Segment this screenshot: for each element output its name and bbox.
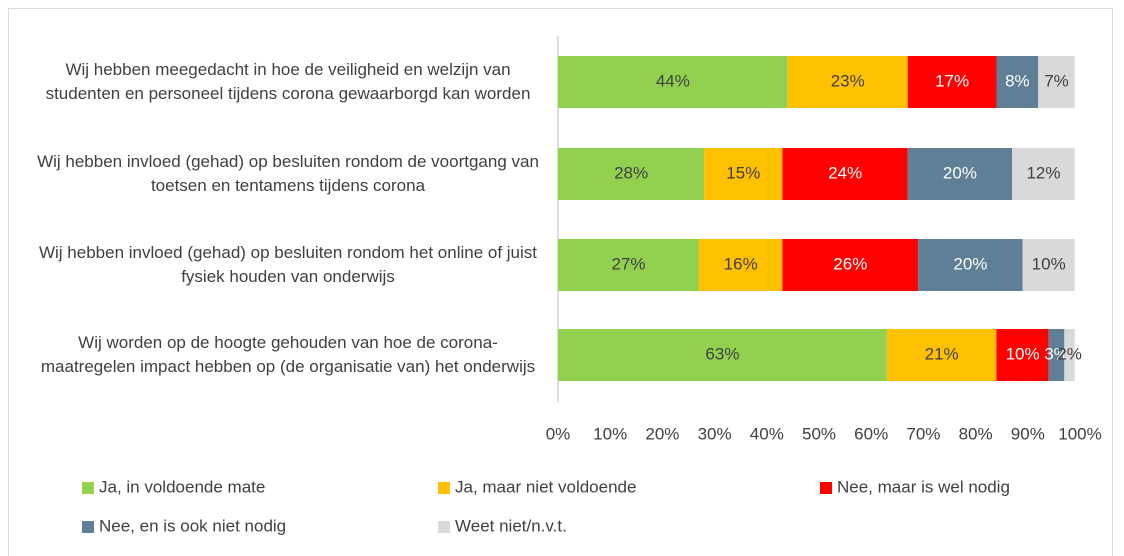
bar-segment [782, 239, 919, 291]
data-label: 28% [614, 163, 648, 182]
data-label: 16% [724, 254, 758, 273]
bar-segment [1048, 329, 1065, 381]
x-tick-label: 90% [1011, 424, 1045, 443]
bar-segment [558, 329, 887, 381]
data-label: 12% [1026, 163, 1060, 182]
legend-swatch [438, 482, 450, 494]
bar-segment [787, 56, 908, 108]
bar-segment [886, 329, 997, 381]
x-tick-label: 0% [546, 424, 571, 443]
data-label: 20% [943, 163, 977, 182]
x-tick-label: 10% [593, 424, 627, 443]
data-label: 10% [1032, 254, 1066, 273]
x-tick-label: 50% [802, 424, 836, 443]
legend-label: Weet niet/n.v.t. [455, 516, 567, 535]
chart-border [8, 8, 1113, 556]
legend-swatch [82, 521, 94, 533]
legend-swatch [820, 482, 832, 494]
data-label: 24% [828, 163, 862, 182]
legend-label: Nee, maar is wel nodig [837, 477, 1010, 496]
x-tick-label: 40% [750, 424, 784, 443]
bar-segment [1038, 56, 1075, 108]
bar-segment [918, 239, 1023, 291]
data-label: 26% [833, 254, 867, 273]
x-tick-label: 30% [698, 424, 732, 443]
bar-segment [698, 239, 783, 291]
data-label: 20% [953, 254, 987, 273]
x-tick-label: 80% [959, 424, 993, 443]
bar-segment [1064, 329, 1075, 381]
category-label: Wij worden op de hoogte gehouden van hoe… [40, 333, 536, 376]
data-label: 3% [1044, 344, 1069, 363]
data-label: 15% [726, 163, 760, 182]
x-tick-label: 60% [854, 424, 888, 443]
category-label: Wij hebben invloed (gehad) op besluiten … [37, 152, 539, 195]
data-label: 44% [656, 71, 690, 90]
bar-segment [558, 239, 699, 291]
category-label: Wij hebben invloed (gehad) op besluiten … [38, 243, 538, 286]
data-label: 17% [935, 71, 969, 90]
data-label: 7% [1044, 71, 1069, 90]
bar-segment [907, 148, 1013, 200]
x-tick-label: 100% [1058, 424, 1101, 443]
data-label: 8% [1005, 71, 1030, 90]
data-label: 10% [1006, 344, 1040, 363]
bar-segment [558, 148, 705, 200]
bar-segment [558, 56, 788, 108]
data-label: 21% [925, 344, 959, 363]
legend-label: Ja, maar niet voldoende [455, 477, 636, 496]
legend-label: Ja, in voldoende mate [99, 477, 265, 496]
category-label: Wij hebben meegedacht in hoe de veilighe… [45, 60, 531, 103]
legend-swatch [438, 521, 450, 533]
legend-label: Nee, en is ook niet nodig [99, 516, 286, 535]
bar-segment [1012, 148, 1075, 200]
bar-segment [907, 56, 997, 108]
data-label: 63% [705, 344, 739, 363]
bar-segment [996, 329, 1049, 381]
data-label: 27% [611, 254, 645, 273]
x-tick-label: 20% [645, 424, 679, 443]
data-label: 2% [1057, 344, 1082, 363]
data-label: 23% [831, 71, 865, 90]
x-tick-label: 70% [906, 424, 940, 443]
legend-swatch [82, 482, 94, 494]
bar-segment [996, 56, 1039, 108]
bar-segment [1022, 239, 1075, 291]
bar-segment [782, 148, 908, 200]
bar-segment [704, 148, 783, 200]
